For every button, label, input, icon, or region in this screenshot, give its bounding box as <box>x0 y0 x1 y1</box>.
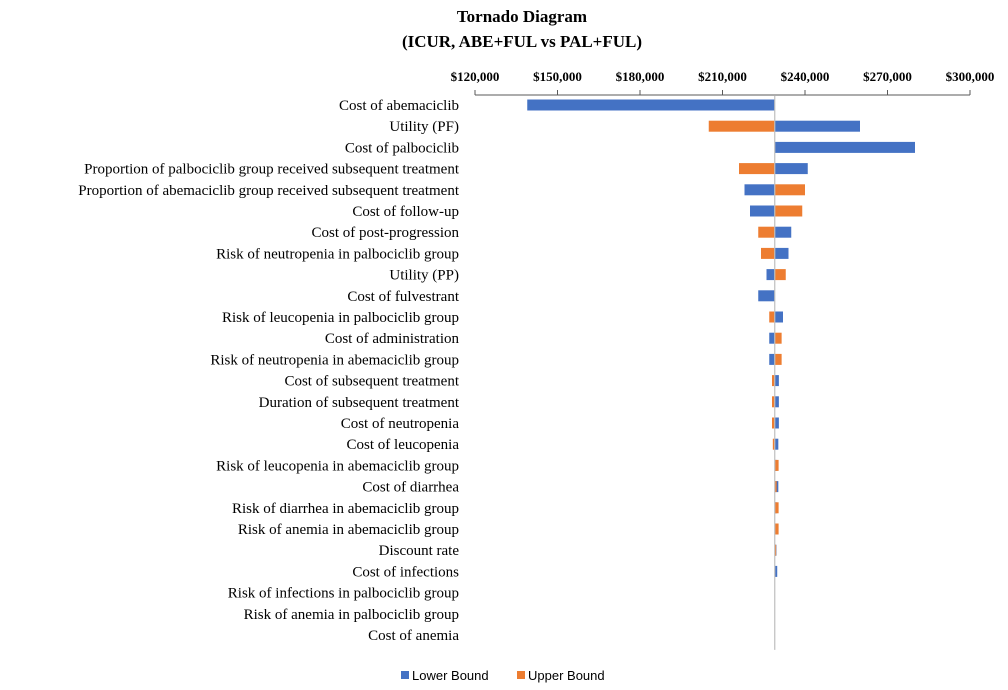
category-label: Cost of abemaciclib <box>339 98 459 114</box>
x-tick-label: $120,000 <box>451 69 500 84</box>
bar-lower <box>774 141 915 153</box>
x-tick-label: $150,000 <box>533 69 582 84</box>
chart-title-line-1: Tornado Diagram <box>457 7 587 26</box>
bar-upper <box>772 438 775 450</box>
legend-label-lower: Lower Bound <box>412 668 489 683</box>
legend-label-upper: Upper Bound <box>528 668 605 683</box>
bar-upper <box>774 205 803 217</box>
category-label: Risk of anemia in abemaciclib group <box>238 522 459 538</box>
bar-upper <box>761 247 775 259</box>
category-label: Cost of neutropenia <box>341 416 460 432</box>
bar-lower <box>774 163 808 175</box>
bar-lower <box>774 120 860 132</box>
bar-upper <box>769 311 775 323</box>
category-label: Cost of post-progression <box>312 225 460 241</box>
category-label: Cost of fulvestrant <box>347 289 459 305</box>
category-label: Cost of infections <box>352 564 459 580</box>
legend-swatch-lower <box>401 671 409 679</box>
x-tick-label: $270,000 <box>863 69 912 84</box>
bar-lower <box>769 353 775 365</box>
x-tick-label: $240,000 <box>781 69 830 84</box>
bar-lower <box>774 565 778 577</box>
category-label: Proportion of palbociclib group received… <box>84 162 460 178</box>
category-label: Cost of diarrhea <box>362 480 459 496</box>
bar-upper <box>774 459 779 471</box>
bar-lower <box>774 375 779 387</box>
bar-upper <box>739 163 775 175</box>
bar-lower <box>744 184 775 196</box>
category-label: Risk of neutropenia in palbociclib group <box>216 246 459 262</box>
bar-upper <box>774 353 782 365</box>
x-tick-label: $300,000 <box>946 69 995 84</box>
category-labels: Cost of abemaciclib Utility (PF) Cost of p… <box>78 98 460 644</box>
bar-lower <box>769 332 775 344</box>
bar-upper <box>774 184 805 196</box>
x-tick-label: $180,000 <box>616 69 665 84</box>
bar-upper <box>774 544 777 556</box>
bar-upper <box>774 269 786 281</box>
category-label: Risk of anemia in palbociclib group <box>244 607 459 623</box>
bar-upper <box>774 332 782 344</box>
bar-lower <box>774 226 792 238</box>
category-label: Risk of leucopenia in palbociclib group <box>222 310 459 326</box>
bar-lower <box>527 99 775 111</box>
category-label: Duration of subsequent treatment <box>259 395 460 411</box>
category-label: Utility (PF) <box>389 119 459 135</box>
legend: Lower Bound Upper Bound <box>401 668 605 683</box>
bar-upper <box>772 417 775 429</box>
bar-lower <box>750 205 775 217</box>
category-label: Risk of infections in palbociclib group <box>228 586 459 602</box>
legend-swatch-upper <box>517 671 525 679</box>
bars <box>527 96 915 650</box>
category-label: Cost of anemia <box>368 628 459 644</box>
bar-lower <box>774 247 789 259</box>
x-axis-ticks: $120,000 $150,000 $180,000 $210,000 $240,000… <box>451 69 995 96</box>
category-label: Risk of neutropenia in abemaciclib group <box>210 352 459 368</box>
bar-lower <box>774 417 779 429</box>
category-label: Cost of administration <box>325 331 460 347</box>
chart-title-line-2: (ICUR, ABE+FUL vs PAL+FUL) <box>402 32 642 51</box>
category-label: Cost of follow-up <box>352 204 459 220</box>
bar-upper <box>772 396 775 408</box>
x-tick-label: $210,000 <box>698 69 747 84</box>
bar-lower <box>774 438 779 450</box>
bar-lower <box>774 311 783 323</box>
bar-upper <box>774 502 779 514</box>
category-label: Cost of leucopenia <box>347 437 460 453</box>
bar-lower <box>774 396 779 408</box>
bar-upper <box>774 481 777 493</box>
category-label: Cost of subsequent treatment <box>284 374 459 390</box>
category-label: Risk of leucopenia in abemaciclib group <box>216 458 459 474</box>
bar-upper <box>774 523 779 535</box>
bar-upper <box>708 120 775 132</box>
category-label: Cost of palbociclib <box>345 140 459 156</box>
category-label: Proportion of abemaciclib group received… <box>78 183 460 199</box>
bar-upper <box>758 226 775 238</box>
bar-upper <box>772 375 775 387</box>
bar-lower <box>758 290 775 302</box>
category-label: Discount rate <box>379 543 460 559</box>
category-label: Utility (PP) <box>389 268 459 284</box>
category-label: Risk of diarrhea in abemaciclib group <box>232 501 459 517</box>
bar-lower <box>766 269 775 281</box>
